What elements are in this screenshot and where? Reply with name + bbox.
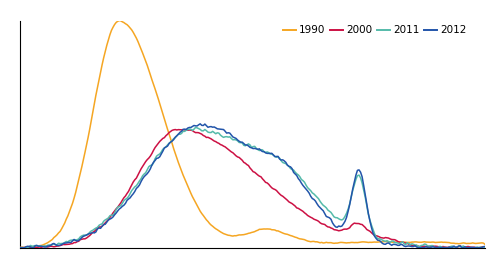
- Legend: 1990, 2000, 2011, 2012: 1990, 2000, 2011, 2012: [279, 21, 470, 40]
